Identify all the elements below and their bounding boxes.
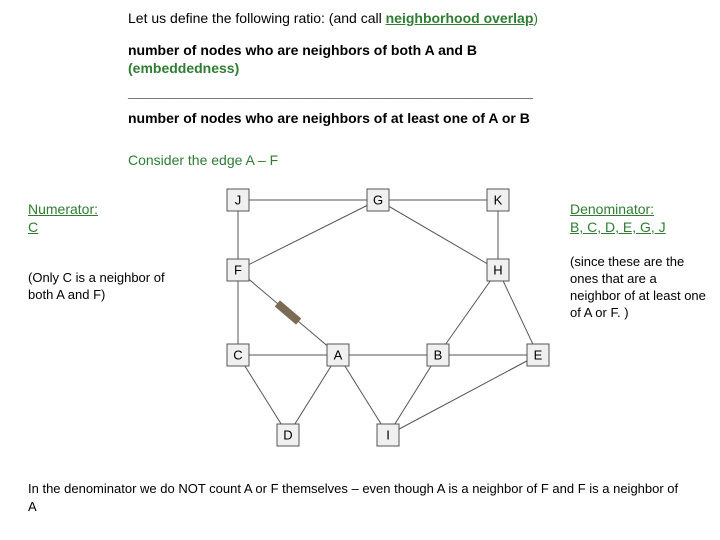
node-label-J: J <box>235 193 242 208</box>
denominator-label: Denominator: <box>570 201 654 217</box>
numerator-label: Numerator: <box>28 201 98 217</box>
denominator-note: (since these are the ones that are a nei… <box>570 254 710 322</box>
node-label-K: K <box>494 193 503 208</box>
node-label-D: D <box>283 428 292 443</box>
node-label-H: H <box>493 263 502 278</box>
network-graph: J G K F H C A B E D I <box>178 180 558 460</box>
denominator-value: B, C, D, E, G, J <box>570 219 666 235</box>
edge-A-I <box>338 355 388 435</box>
intro-keyword: neighborhood overlap <box>386 10 534 26</box>
numerator-heading: Numerator: C <box>28 200 168 236</box>
intro-line: Let us define the following ratio: (and … <box>128 10 538 26</box>
edge-G-F <box>238 200 378 270</box>
edge-B-I <box>388 355 438 435</box>
node-label-E: E <box>534 348 543 363</box>
numerator-note: (Only C is a neighbor of both A and F) <box>28 270 168 304</box>
denominator-heading: Denominator: B, C, D, E, G, J <box>570 200 710 236</box>
edge-E-I <box>388 355 538 435</box>
numerator-column: Numerator: C (Only C is a neighbor of bo… <box>28 200 168 304</box>
highlight-edge <box>277 303 298 321</box>
footer-note: In the denominator we do NOT count A or … <box>28 480 688 515</box>
node-label-F: F <box>234 263 242 278</box>
consider-edge: Consider the edge A – F <box>128 152 278 168</box>
ratio-numerator-text: number of nodes who are neighbors of bot… <box>128 42 477 58</box>
node-label-G: G <box>373 193 383 208</box>
ratio-embeddedness: (embeddedness) <box>128 60 239 76</box>
intro-prefix: Let us define the following ratio: (and … <box>128 10 386 26</box>
numerator-value: C <box>28 219 38 235</box>
ratio-denominator-text: number of nodes who are neighbors of at … <box>128 110 530 126</box>
edge-H-E <box>498 270 538 355</box>
denominator-column: Denominator: B, C, D, E, G, J (since the… <box>570 200 710 322</box>
edge-G-H <box>378 200 498 270</box>
edge-C-D <box>238 355 288 435</box>
node-label-A: A <box>334 348 343 363</box>
node-label-C: C <box>233 348 242 363</box>
ratio-divider: ________________________________________… <box>128 84 533 100</box>
node-label-I: I <box>386 428 390 443</box>
edge-H-B <box>438 270 498 355</box>
intro-suffix: ) <box>533 10 538 26</box>
edge-A-D <box>288 355 338 435</box>
node-label-B: B <box>434 348 443 363</box>
